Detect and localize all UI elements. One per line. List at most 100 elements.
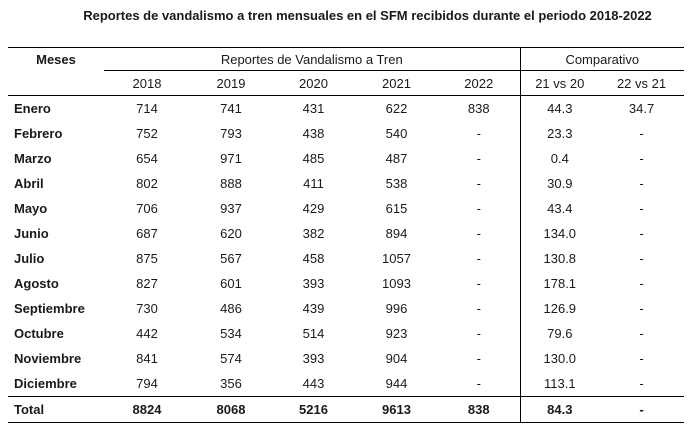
table-row: Septiembre 730 486 439 996 - 126.9 - (8, 296, 684, 321)
table-cell: 134.0 (519, 221, 600, 246)
total-cell: 5216 (272, 396, 355, 423)
table-cell: 620 (220, 226, 242, 241)
table-cell: - (476, 251, 481, 266)
header-comp-21-vs-20: 21 vs 20 (519, 70, 600, 96)
table-cell: 894 (385, 226, 408, 241)
table-cell: 730 (136, 301, 158, 316)
month-label: Octubre (14, 326, 64, 341)
table-cell: - (476, 351, 481, 366)
total-cell: - (599, 396, 685, 423)
table-cell: 888 (220, 176, 242, 191)
table-cell: 126.9 (519, 296, 600, 321)
table-cell: - (476, 301, 481, 316)
table-cell: 393 (302, 276, 325, 291)
table-cell: 971 (220, 151, 242, 166)
table-cell: - (476, 201, 481, 216)
table-cell: 752 (136, 126, 158, 141)
table-cell: - (476, 276, 481, 291)
month-label: Marzo (14, 151, 52, 166)
table-cell: 875 (136, 251, 158, 266)
month-label: Noviembre (14, 351, 82, 366)
table-cell: 741 (220, 101, 242, 116)
table-cell: 23.3 (519, 121, 600, 146)
header-year-2022: 2022 (438, 70, 521, 96)
table-row: Junio 687 620 382 894 - 134.0 - (8, 221, 684, 246)
table-cell: 944 (385, 376, 408, 391)
table-row: Marzo 654 971 485 487 - 0.4 - (8, 146, 684, 171)
table-cell: - (639, 176, 644, 191)
month-label: Abril (14, 176, 44, 191)
table-body: Enero 714 741 431 622 838 44.3 34.7 Febrero 752 79… (8, 95, 684, 397)
month-label: Septiembre (14, 301, 85, 316)
header-year-2019: 2019 (190, 70, 272, 96)
table-cell: 654 (136, 151, 158, 166)
table-cell: 79.6 (519, 321, 600, 346)
table-cell: 34.7 (628, 101, 655, 116)
table-cell: 706 (136, 201, 158, 216)
table-cell: 486 (220, 301, 242, 316)
table-cell: - (639, 251, 644, 266)
table-cell: 574 (220, 351, 242, 366)
table-row: Octubre 442 534 514 923 - 79.6 - (8, 321, 684, 346)
table-cell: 937 (220, 201, 242, 216)
table-cell: 1057 (382, 251, 411, 266)
header-group-reports: Reportes de Vandalismo a Tren (220, 51, 403, 67)
month-label: Junio (14, 226, 49, 241)
table-cell: 393 (302, 351, 325, 366)
table-cell: - (639, 226, 644, 241)
table-cell: 382 (302, 226, 325, 241)
table-cell: 130.0 (519, 346, 600, 371)
table-cell: 113.1 (519, 371, 600, 397)
month-label: Julio (14, 251, 45, 266)
table-cell: 356 (220, 376, 242, 391)
table-cell: 923 (385, 326, 408, 341)
table-cell: 1093 (382, 276, 411, 291)
total-cell: 84.3 (519, 396, 600, 423)
table-cell: - (476, 126, 481, 141)
table-cell: - (639, 151, 644, 166)
table-cell: 429 (302, 201, 325, 216)
total-cell: 8824 (104, 396, 190, 423)
table-cell: 411 (303, 176, 324, 191)
table-cell: - (639, 326, 644, 341)
table-row: Abril 802 888 411 538 - 30.9 - (8, 171, 684, 196)
table-row: Enero 714 741 431 622 838 44.3 34.7 (8, 95, 684, 121)
table-cell: 687 (136, 226, 158, 241)
table-cell: - (476, 176, 481, 191)
table-cell: 442 (136, 326, 158, 341)
table-cell: 714 (136, 101, 158, 116)
table-cell: - (639, 201, 644, 216)
table-cell: 841 (136, 351, 158, 366)
table-cell: - (639, 301, 644, 316)
month-label: Enero (14, 101, 51, 116)
table-cell: - (476, 376, 481, 391)
table-cell: 0.4 (519, 146, 600, 171)
total-row: Total 8824 8068 5216 9613 838 84.3 - (8, 396, 685, 423)
table-cell: 178.1 (519, 271, 600, 296)
table-cell: - (476, 151, 481, 166)
table-cell: 43.4 (519, 196, 600, 221)
vandalism-reports-table: Meses Reportes de Vandalismo a Tren Comp… (8, 47, 685, 423)
table-cell: 438 (302, 126, 325, 141)
table-cell: 487 (385, 151, 408, 166)
table-cell: 458 (302, 251, 325, 266)
table-cell: 431 (302, 101, 325, 116)
table-cell: 601 (220, 276, 242, 291)
table-cell: 485 (302, 151, 325, 166)
table-row: Febrero 752 793 438 540 - 23.3 - (8, 121, 684, 146)
table-cell: 904 (385, 351, 408, 366)
table-cell: 443 (302, 376, 325, 391)
month-label: Mayo (14, 201, 48, 216)
table-cell: 30.9 (519, 171, 600, 196)
table-cell: - (639, 351, 644, 366)
table-cell: - (476, 226, 481, 241)
table-cell: 567 (220, 251, 242, 266)
table-cell: - (476, 326, 481, 341)
table-cell: 802 (136, 176, 158, 191)
header-comp-22-vs-21: 22 vs 21 (599, 70, 685, 96)
table-cell: 794 (136, 376, 158, 391)
month-label: Diciembre (14, 376, 77, 391)
table-row: Noviembre 841 574 393 904 - 130.0 - (8, 346, 684, 371)
total-cell: 9613 (355, 396, 438, 423)
total-cell: 8068 (190, 396, 272, 423)
